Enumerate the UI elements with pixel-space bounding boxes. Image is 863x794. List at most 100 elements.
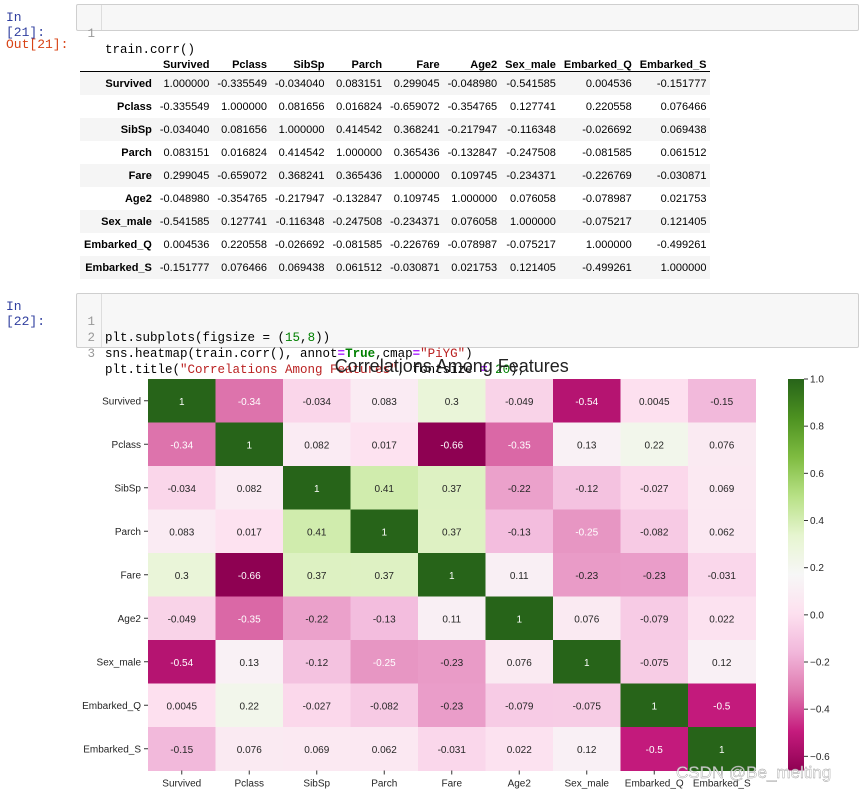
line-number-gutter	[101, 294, 102, 347]
colorbar-tick-label: 1.0	[810, 375, 824, 386]
column-header: Sex_male	[501, 48, 560, 72]
heatmap-cell	[553, 422, 621, 467]
heatmap-cell	[283, 466, 351, 510]
cell-annotation: -0.15	[170, 745, 193, 756]
cell-annotation: 1	[179, 397, 185, 408]
heatmap-cell	[485, 422, 554, 467]
table-cell: -0.541585	[506, 77, 556, 90]
table-cell: -0.499261	[656, 238, 707, 251]
cell-annotation: 1	[651, 701, 657, 712]
table-cell: -0.335549	[159, 100, 210, 113]
y-tick-label: Fare	[120, 570, 141, 581]
code-line: plt.subplots(figsize = (15,8))	[105, 331, 331, 345]
table-cell: -0.048980	[159, 192, 210, 205]
table-cell: -0.034040	[159, 123, 210, 136]
cell-annotation: -0.5	[713, 701, 731, 712]
heatmap-cell	[283, 509, 351, 554]
table-cell: -0.234371	[506, 169, 556, 182]
heatmap-cell	[620, 422, 689, 467]
heatmap-cell	[215, 422, 284, 467]
cell-annotation: 0.37	[442, 484, 462, 495]
x-tick-label: Sex_male	[565, 779, 610, 790]
table-cell: 0.076466	[660, 100, 707, 113]
cell-annotation: -0.13	[508, 527, 531, 538]
cell-annotation: -0.12	[575, 484, 598, 495]
heatmap-cell	[418, 379, 486, 423]
table-row: Survived 1.000000 -0.335549 -0.034040 0.0831…	[80, 71, 711, 95]
row-label: Parch	[121, 146, 152, 159]
heatmap-cell	[283, 640, 351, 684]
cell-annotation: 0.41	[375, 484, 395, 495]
table-cell: -0.234371	[390, 215, 440, 228]
cell-annotation: 0.41	[307, 527, 327, 538]
y-tick-label: Pclass	[112, 440, 141, 451]
heatmap-cell	[350, 683, 419, 728]
y-tick-label: Embarked_Q	[82, 701, 141, 712]
colorbar-tick-label: −0.6	[810, 752, 830, 763]
column-header: Embarked_S	[635, 48, 711, 72]
table-cell: -0.217947	[447, 123, 498, 136]
cell-annotation: -0.34	[170, 440, 193, 451]
y-tick-label: SibSp	[114, 483, 141, 494]
heatmap-cell	[350, 727, 419, 771]
cell-annotation: 1	[719, 745, 725, 756]
table-cell: 0.121405	[660, 215, 707, 228]
heatmap-cell	[553, 727, 621, 771]
table-cell: -0.026692	[274, 238, 325, 251]
y-tick-label: Sex_male	[97, 657, 142, 668]
heatmap-cell	[485, 640, 554, 684]
x-tick-label: Age2	[508, 779, 532, 790]
table-row: SibSp -0.034040 0.081656 1.000000 0.414542 0.…	[80, 118, 711, 141]
table-cell: -0.116348	[275, 215, 325, 228]
cell22-input[interactable]: 1 plt.subplots(figsize = (15,8)) 2 sns.h…	[76, 293, 859, 377]
cell-annotation: -0.66	[440, 440, 463, 451]
row-label: Fare	[128, 169, 152, 182]
table-cell: 0.109745	[451, 169, 498, 182]
table-row: Embarked_Q 0.004536 0.220558 -0.026692 -0.08…	[80, 233, 710, 256]
colorbar-tick-label: −0.4	[810, 705, 830, 716]
x-tick-label: Pclass	[235, 779, 264, 790]
table-cell: 0.220558	[221, 238, 267, 251]
table-row: Embarked_S -0.151777 0.076466 0.069438 0.061…	[80, 256, 711, 279]
heatmap-cell	[688, 640, 756, 684]
line-number: 1	[87, 27, 95, 41]
table-cell: -0.030871	[390, 261, 440, 274]
colorbar-tick-label: 0.4	[810, 516, 824, 527]
table-cell: 0.076058	[451, 215, 498, 228]
heatmap-cell	[418, 509, 486, 554]
table-cell: 0.127741	[221, 215, 267, 228]
cell21-input[interactable]: 1 train.corr()	[76, 4, 859, 57]
table-cell: -0.081585	[582, 146, 632, 159]
table-cell: -0.034040	[274, 77, 325, 90]
heatmap-cell	[148, 379, 216, 423]
heatmap-cell	[620, 683, 689, 728]
line-number-gutter	[101, 5, 102, 30]
table-cell: -0.026692	[582, 123, 632, 136]
cell-annotation: -0.082	[640, 527, 669, 538]
table-cell: 0.076466	[221, 261, 267, 274]
cell-annotation: -0.075	[573, 701, 602, 712]
heatmap-cell	[350, 379, 419, 423]
heatmap-cell	[688, 422, 756, 467]
cell-annotation: -0.12	[305, 658, 328, 669]
heatmap-cell	[350, 640, 419, 684]
heatmap-cell	[350, 466, 419, 510]
table-cell: -0.048980	[447, 77, 498, 90]
table-cell: -0.075217	[506, 238, 556, 251]
cell-annotation: 1	[516, 614, 522, 625]
cell-annotation: -0.23	[440, 658, 463, 669]
table-cell: 1.000000	[451, 192, 498, 205]
cell-annotation: 0.017	[372, 440, 397, 451]
y-tick-label: Survived	[102, 396, 141, 407]
cell-annotation: -0.027	[640, 484, 669, 495]
cell-annotation: -0.25	[575, 527, 598, 538]
heatmap-cell	[283, 553, 351, 597]
table-cell: -0.247508	[506, 146, 556, 159]
heatmap-cell	[418, 422, 486, 467]
column-header: Pclass	[213, 48, 271, 72]
row-label: Embarked_S	[85, 261, 152, 274]
heatmap-cell	[148, 509, 216, 554]
heatmap-cell	[418, 466, 486, 510]
table-cell: 0.299045	[393, 77, 440, 90]
heatmap-cell	[148, 596, 216, 641]
